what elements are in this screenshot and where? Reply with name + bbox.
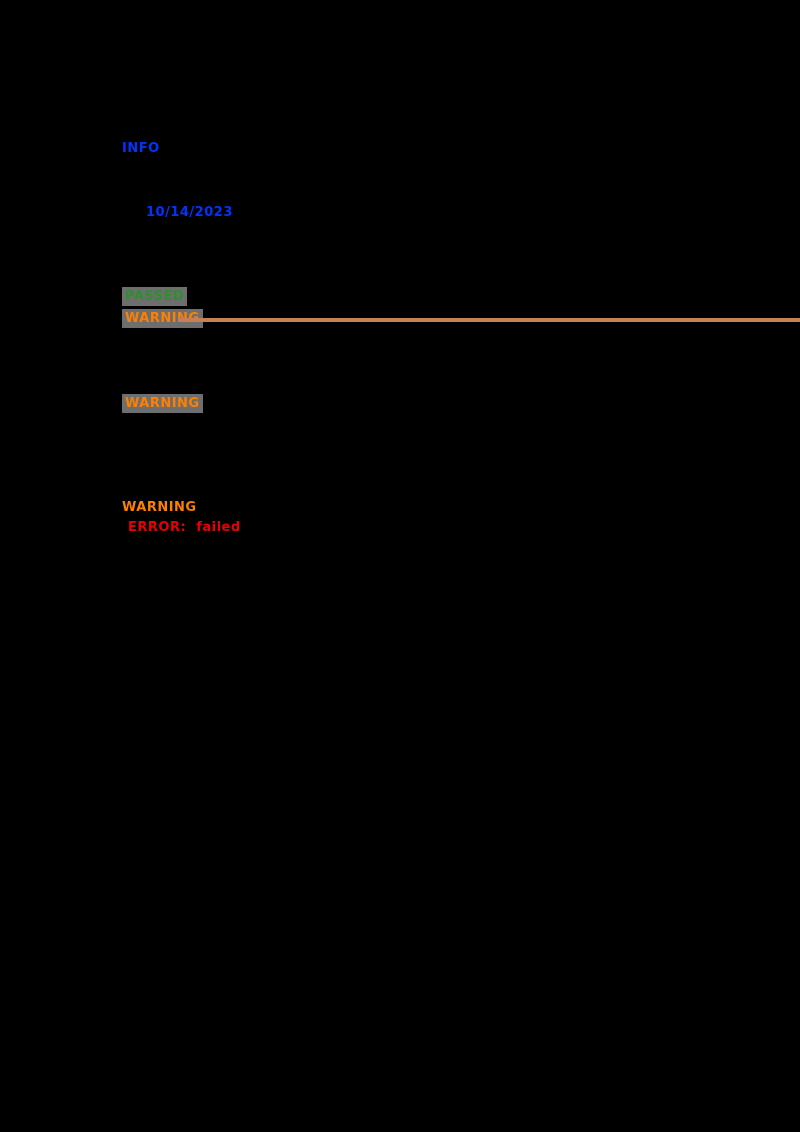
warning-label-2: WARNING: [122, 394, 203, 413]
info-label: INFO: [122, 141, 160, 156]
status-passed-label: PASSED: [122, 287, 188, 306]
error-line: ERROR: failed: [128, 520, 241, 535]
warning-label-1: WARNING: [122, 309, 203, 328]
warning-label-3: WARNING: [122, 500, 197, 515]
horizontal-rule: [178, 318, 800, 322]
date-link[interactable]: 10/14/2023: [146, 205, 233, 220]
